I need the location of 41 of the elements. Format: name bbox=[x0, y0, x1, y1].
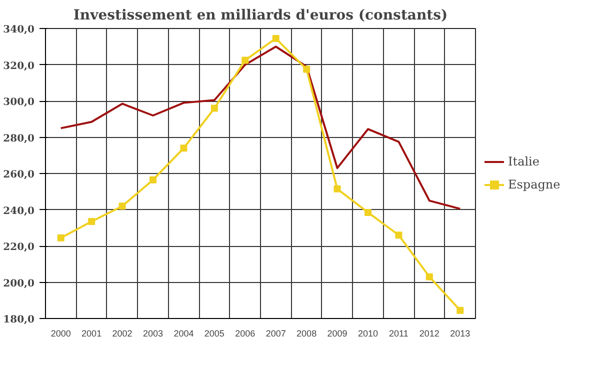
point bbox=[210, 104, 218, 112]
point bbox=[456, 306, 464, 314]
point bbox=[150, 176, 156, 184]
y-tick-label: 280,0 bbox=[3, 133, 35, 144]
y-tick-label: 320,0 bbox=[3, 60, 35, 72]
point bbox=[242, 56, 249, 64]
x-tick-label: 2004 bbox=[174, 328, 194, 338]
y-tick-label: 200,0 bbox=[3, 278, 35, 290]
legend-label: Italie bbox=[508, 154, 540, 168]
x-tick-label: 2013 bbox=[450, 328, 470, 338]
point bbox=[88, 218, 96, 226]
point bbox=[364, 208, 372, 216]
point bbox=[272, 34, 280, 42]
x-tick-label: 2002 bbox=[112, 328, 132, 338]
y-tick-label: 180,0 bbox=[3, 314, 35, 326]
y-tick-label: 300,0 bbox=[3, 97, 35, 108]
legend-label: Espagne bbox=[508, 178, 560, 192]
point bbox=[334, 185, 341, 192]
point bbox=[395, 232, 402, 239]
point bbox=[57, 234, 64, 242]
x-tick-label: 2006 bbox=[235, 328, 256, 338]
point bbox=[180, 144, 188, 152]
x-tick-label: 2000 bbox=[50, 328, 71, 338]
x-tick-label: 2009 bbox=[327, 328, 348, 338]
x-tick-label: 2007 bbox=[266, 328, 286, 338]
x-tick-label: 2010 bbox=[358, 328, 378, 338]
y-tick-label: 260,0 bbox=[3, 170, 35, 180]
x-tick-label: 2001 bbox=[82, 328, 102, 338]
point bbox=[426, 273, 433, 280]
y-tick-label: 340,0 bbox=[3, 24, 35, 36]
point bbox=[118, 202, 126, 210]
x-tick-label: 2012 bbox=[419, 328, 440, 338]
x-tick-label: 2008 bbox=[296, 328, 317, 338]
line-series bbox=[60, 46, 462, 210]
chart-title: Investissement en milliards d'euros (constants) bbox=[73, 8, 448, 24]
y-tick-label: 220,0 bbox=[3, 242, 35, 253]
x-tick-label: 2005 bbox=[204, 328, 224, 338]
point bbox=[303, 66, 310, 73]
x-tick-label: 2003 bbox=[142, 328, 164, 338]
x-tick-label: 2011 bbox=[389, 328, 408, 338]
y-tick-label: 240,0 bbox=[3, 206, 35, 217]
